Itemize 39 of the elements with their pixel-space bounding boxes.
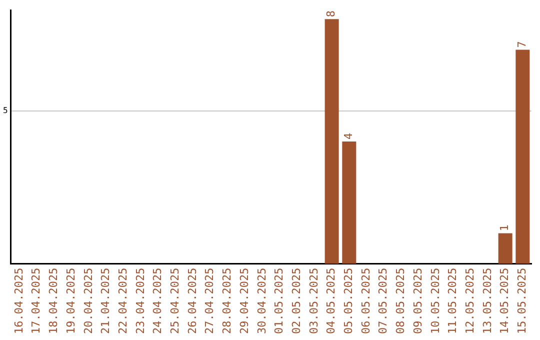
bar [516, 50, 530, 264]
x-tick-label: 13.05.2025 [480, 268, 494, 334]
x-tick-label: 06.05.2025 [359, 268, 372, 334]
x-tick-label: 23.04.2025 [134, 268, 147, 334]
x-tick-label: 14.05.2025 [498, 268, 512, 334]
x-tick-label: 30.04.2025 [255, 268, 268, 334]
x-tick-label: 11.05.2025 [446, 268, 460, 334]
x-tick-label: 16.04.2025 [12, 268, 26, 334]
data-label: 8 [324, 10, 338, 18]
bar [342, 141, 356, 264]
x-tick-label: 26.04.2025 [186, 268, 199, 334]
x-tick-label: 22.04.2025 [116, 268, 130, 334]
x-tick-label: 25.04.2025 [168, 268, 182, 334]
x-tick-label: 28.04.2025 [220, 268, 234, 334]
x-tick-label: 01.05.2025 [272, 268, 286, 334]
x-tick-label: 08.05.2025 [394, 268, 408, 334]
bar [324, 19, 339, 264]
x-tick-label: 19.04.2025 [64, 268, 78, 334]
bar [498, 233, 512, 264]
x-tick-label: 10.05.2025 [428, 268, 442, 334]
data-label: 7 [516, 41, 529, 48]
x-tick-label: 09.05.2025 [411, 268, 424, 334]
x-tick-label: 15.05.2025 [516, 268, 529, 334]
x-tick-label: 12.05.2025 [463, 268, 476, 334]
x-tick-label: 05.05.2025 [342, 268, 356, 334]
data-label: 1 [498, 224, 512, 232]
y-tick-label: 5 [2, 106, 8, 115]
x-tick-label: 07.05.2025 [376, 268, 390, 334]
data-label: 4 [342, 132, 356, 140]
x-tick-label: 21.04.2025 [99, 268, 112, 334]
x-tick-label: 27.04.2025 [203, 268, 216, 334]
x-tick-label: 04.05.2025 [324, 268, 338, 334]
x-tick-label: 03.05.2025 [307, 268, 320, 334]
x-tick-label: 29.04.2025 [238, 268, 251, 334]
x-tick-label: 20.04.2025 [82, 268, 95, 334]
x-tick-label: 02.05.2025 [290, 268, 303, 334]
x-tick-label: 17.04.2025 [30, 268, 43, 334]
x-tick-label: 24.04.2025 [151, 268, 164, 334]
x-tick-label: 18.04.2025 [47, 268, 60, 334]
